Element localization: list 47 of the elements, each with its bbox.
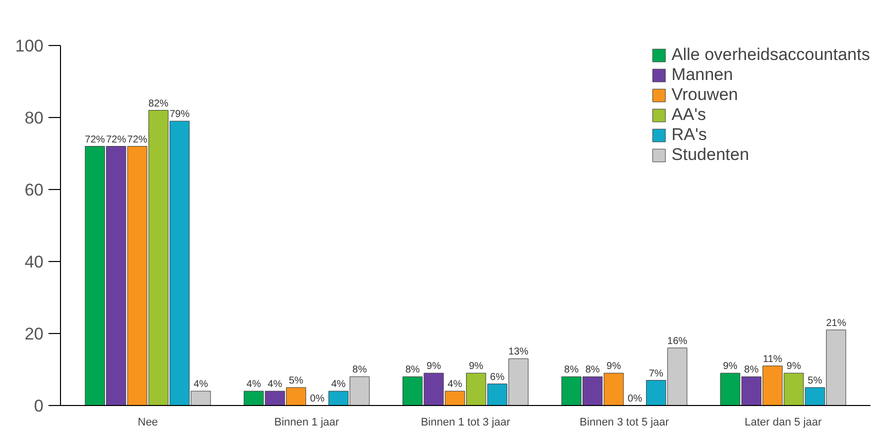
data-label: 8% [564, 364, 579, 376]
data-label: 6% [490, 372, 505, 383]
data-label: 9% [606, 361, 622, 372]
data-label: 4% [331, 379, 346, 390]
legend-label: RA's [672, 125, 707, 145]
data-label: 9% [722, 361, 738, 372]
y-tick-label: 40 [24, 252, 44, 272]
data-label: 79% [170, 109, 190, 120]
legend-label: Vrouwen [672, 85, 738, 105]
data-label: 11% [762, 354, 782, 365]
data-label: 4% [448, 379, 462, 390]
data-label: 8% [405, 364, 420, 376]
x-tick-label: Binnen 3 tot 5 jaar [580, 416, 670, 428]
data-label: 8% [585, 364, 600, 376]
data-label: 21% [826, 318, 846, 329]
x-tick-label: Later dan 5 jaar [744, 416, 822, 428]
data-label: 4% [268, 379, 282, 390]
data-label: 9% [786, 361, 802, 372]
y-tick-label: 100 [15, 36, 44, 56]
data-label: 8% [352, 364, 367, 376]
data-label: 5% [808, 376, 822, 386]
data-label: 9% [468, 361, 484, 372]
data-label: 72% [127, 134, 148, 146]
legend-label: Mannen [672, 65, 733, 85]
y-tick-label: 0 [34, 396, 44, 416]
x-tick-label: Binnen 1 tot 3 jaar [420, 416, 510, 428]
x-tick-label: Binnen 1 jaar [274, 416, 340, 428]
y-tick-label: 80 [24, 108, 44, 128]
data-label: 13% [508, 346, 529, 358]
legend-label: AA's [672, 105, 706, 125]
data-label: 5% [288, 376, 304, 386]
data-label: 72% [106, 134, 126, 146]
data-label: 4% [194, 379, 208, 390]
data-label: 72% [84, 134, 106, 146]
data-label: 7% [648, 368, 664, 380]
legend-label: Alle overheidsaccountants [672, 45, 870, 65]
data-label: 0% [310, 394, 325, 404]
data-label: 0% [628, 394, 642, 404]
data-label: 82% [148, 98, 169, 110]
data-label: 16% [667, 336, 688, 347]
y-tick-label: 60 [24, 180, 44, 200]
x-tick-label: Nee [138, 416, 158, 428]
data-label: 4% [246, 379, 262, 390]
y-tick-label: 20 [24, 324, 44, 344]
data-label: 9% [426, 361, 442, 372]
legend-label: Studenten [672, 145, 750, 165]
data-label: 8% [744, 364, 759, 376]
